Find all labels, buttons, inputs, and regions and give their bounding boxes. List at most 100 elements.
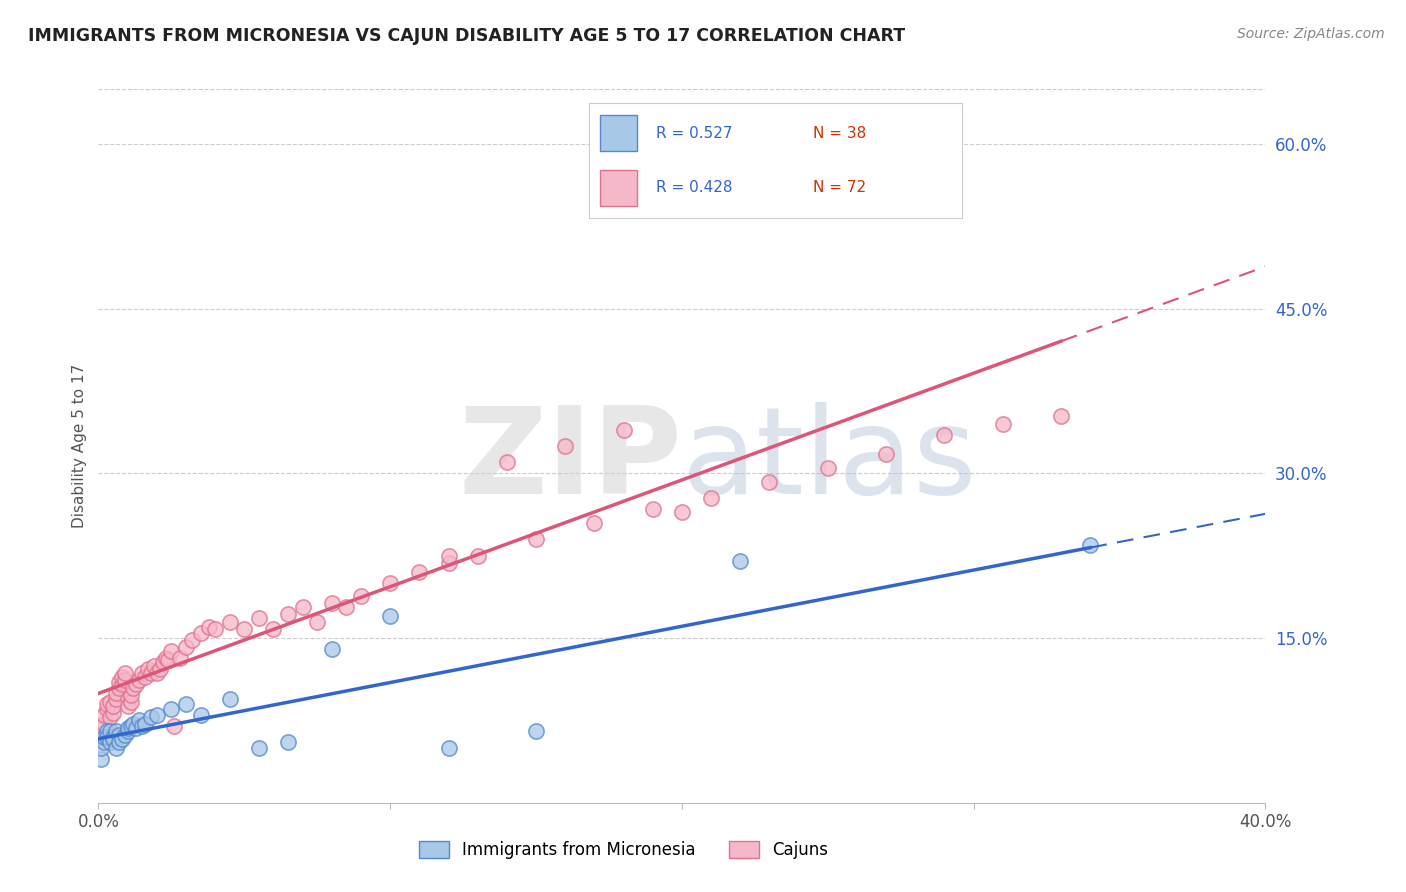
Text: Source: ZipAtlas.com: Source: ZipAtlas.com <box>1237 27 1385 41</box>
Point <box>612 423 634 437</box>
Point <box>108 675 131 690</box>
Point <box>96 730 118 744</box>
Text: IMMIGRANTS FROM MICRONESIA VS CAJUN DISABILITY AGE 5 TO 17 CORRELATION CHART: IMMIGRANTS FROM MICRONESIA VS CAJUN DISA… <box>28 27 905 45</box>
Point <box>321 596 343 610</box>
Point <box>101 706 124 720</box>
Point <box>98 735 121 749</box>
Point <box>728 554 751 568</box>
Point <box>1050 409 1073 424</box>
Point <box>291 600 314 615</box>
Point <box>134 669 156 683</box>
Point <box>321 642 343 657</box>
Point <box>93 730 115 744</box>
Point <box>378 609 402 624</box>
Point <box>104 740 127 755</box>
Point <box>134 716 156 731</box>
Point <box>117 699 139 714</box>
Point <box>554 439 576 453</box>
Point <box>307 615 329 629</box>
Text: ZIP: ZIP <box>458 401 682 519</box>
Point <box>122 716 145 731</box>
Point <box>139 710 162 724</box>
Point <box>934 428 956 442</box>
Point <box>437 557 460 571</box>
Y-axis label: Disability Age 5 to 17: Disability Age 5 to 17 <box>72 364 87 528</box>
Point <box>991 417 1014 431</box>
Point <box>108 681 131 695</box>
Point <box>437 740 460 755</box>
Point <box>96 702 118 716</box>
Point <box>93 735 115 749</box>
Point <box>90 752 112 766</box>
Point <box>350 590 373 604</box>
Point <box>104 691 127 706</box>
Point <box>277 735 299 749</box>
Point <box>142 658 165 673</box>
Point <box>277 607 299 621</box>
Point <box>190 708 212 723</box>
Point <box>180 633 202 648</box>
Point <box>131 666 153 681</box>
Point <box>335 600 357 615</box>
Point <box>700 491 723 505</box>
Point <box>160 702 183 716</box>
Point <box>98 710 121 724</box>
Point <box>128 673 150 687</box>
Point <box>98 695 121 709</box>
Point <box>128 714 150 728</box>
Point <box>641 501 664 516</box>
Point <box>117 691 139 706</box>
Point <box>101 732 124 747</box>
Point <box>98 724 121 739</box>
Point <box>96 697 118 711</box>
Point <box>125 677 148 691</box>
Point <box>495 455 517 469</box>
Point <box>163 719 186 733</box>
Point <box>101 699 124 714</box>
Point <box>114 666 136 681</box>
Point <box>671 505 693 519</box>
Point <box>218 615 240 629</box>
Point <box>120 695 142 709</box>
Point <box>378 576 402 591</box>
Point <box>467 549 489 563</box>
Point <box>96 724 118 739</box>
Point <box>114 728 136 742</box>
Point <box>111 732 134 747</box>
Point <box>583 516 606 530</box>
Legend: Immigrants from Micronesia, Cajuns: Immigrants from Micronesia, Cajuns <box>412 834 835 866</box>
Point <box>114 673 136 687</box>
Point <box>131 719 153 733</box>
Point <box>90 740 112 755</box>
Point <box>108 735 131 749</box>
Point <box>685 153 707 168</box>
Point <box>136 662 159 676</box>
Point <box>104 686 127 700</box>
Point <box>108 728 131 742</box>
Point <box>117 724 139 739</box>
Text: atlas: atlas <box>682 401 977 519</box>
Point <box>204 623 226 637</box>
Point <box>101 730 124 744</box>
Point <box>160 644 183 658</box>
Point <box>247 611 270 625</box>
Point <box>111 677 134 691</box>
Point <box>111 669 134 683</box>
Point <box>139 666 162 681</box>
Point <box>190 625 212 640</box>
Point <box>125 721 148 735</box>
Point <box>146 708 169 723</box>
Point <box>152 655 174 669</box>
Point <box>262 623 284 637</box>
Point <box>90 730 112 744</box>
Point <box>1080 538 1102 552</box>
Point <box>104 724 127 739</box>
Point <box>758 475 780 490</box>
Point <box>198 620 221 634</box>
Point <box>817 461 839 475</box>
Point <box>117 721 139 735</box>
Point <box>408 566 430 580</box>
Point <box>122 681 145 695</box>
Point <box>155 651 177 665</box>
Point <box>875 447 897 461</box>
